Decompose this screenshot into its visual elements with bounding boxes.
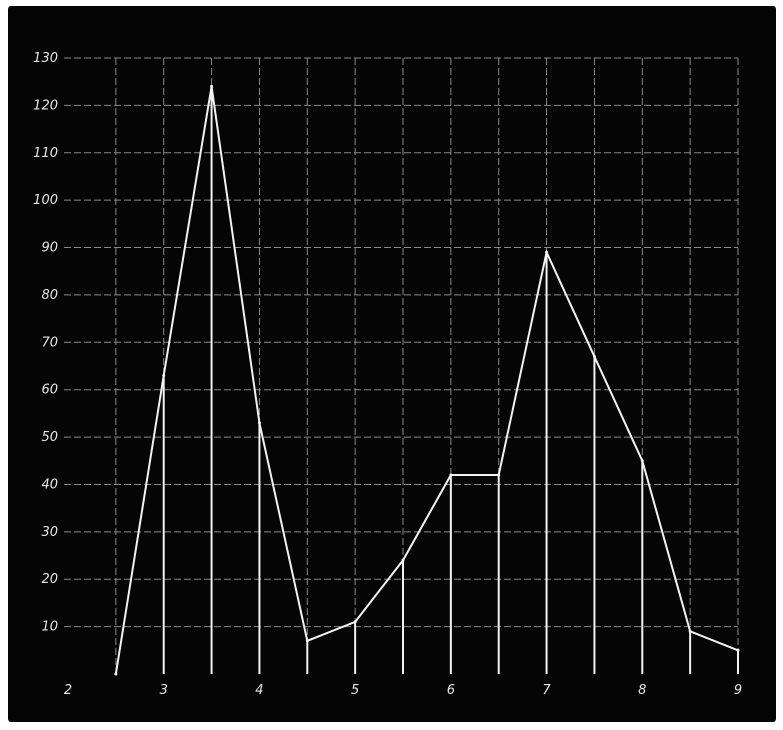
x-tick-label: 6: [447, 683, 455, 698]
data-point: [162, 373, 166, 377]
x-tick-label: 4: [255, 683, 263, 698]
horizontal-gridlines: [64, 57, 738, 628]
data-point: [592, 355, 596, 359]
y-tick-label: 10: [41, 620, 58, 635]
y-tick-label: 70: [41, 335, 58, 350]
y-tick-label: 50: [41, 430, 58, 445]
y-axis-ticks: 10 20 30 40 50 60 70 80 90 100 110 120 130: [33, 51, 58, 635]
data-point: [736, 648, 740, 652]
data-point: [545, 250, 549, 254]
data-point: [688, 629, 692, 633]
data-point: [497, 473, 501, 477]
vertical-gridlines: [115, 58, 739, 674]
data-point: [305, 639, 309, 643]
y-tick-label: 130: [33, 51, 58, 66]
data-point: [257, 421, 261, 425]
data-point: [449, 473, 453, 477]
data-point: [353, 620, 357, 624]
series-layer: [114, 84, 740, 676]
y-tick-label: 100: [33, 193, 58, 208]
x-tick-label: 3: [160, 683, 168, 698]
x-tick-label: 7: [542, 683, 551, 698]
y-tick-label: 110: [33, 146, 58, 161]
y-tick-label: 60: [41, 383, 58, 398]
data-point: [210, 84, 214, 88]
y-tick-label: 120: [33, 98, 58, 113]
x-tick-label: 9: [734, 683, 742, 698]
chart-panel: 2 3 4 5 6 7 8 9 10 20 30 40 50 60 70 80 90 100 110 120 130: [8, 6, 776, 722]
data-point: [401, 558, 405, 562]
y-tick-label: 80: [41, 288, 58, 303]
x-axis-ticks: 2 3 4 5 6 7 8 9: [64, 683, 742, 698]
y-tick-label: 90: [41, 241, 58, 256]
x-tick-label: 8: [638, 683, 646, 698]
series-line: [114, 86, 739, 675]
y-tick-label: 20: [41, 572, 58, 587]
line-chart: 2 3 4 5 6 7 8 9 10 20 30 40 50 60 70 80 90 100 110 120 130: [33, 51, 742, 698]
y-tick-label: 30: [41, 525, 58, 540]
data-point: [114, 672, 118, 676]
x-tick-label: 5: [351, 683, 359, 698]
x-tick-label: 2: [64, 683, 72, 698]
data-point: [640, 459, 644, 463]
drop-lines: [162, 86, 739, 674]
y-tick-label: 40: [41, 477, 58, 492]
